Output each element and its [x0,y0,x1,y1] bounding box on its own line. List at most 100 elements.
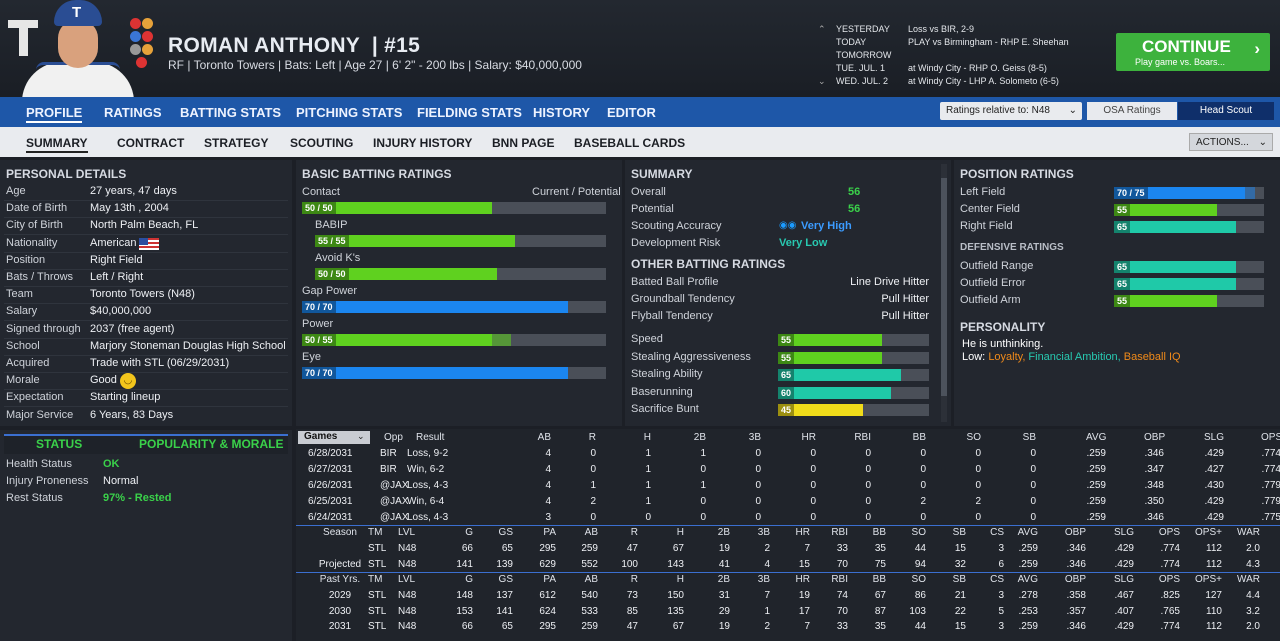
past-cell: .346 [1066,621,1086,633]
season-cell: 112 [1206,558,1222,570]
schedule-game: at Windy City - RHP O. Geiss (8-5) [908,63,1047,73]
rating-label: Contact [302,186,340,198]
subtab-strategy[interactable]: STRATEGY [204,136,269,150]
actions-dropdown[interactable]: ACTIONS... ⌄ [1189,133,1273,151]
past-cell: 5 [998,605,1004,617]
subtab-baseball-cards[interactable]: BASEBALL CARDS [574,136,686,150]
detail-value: Marjory Stoneman Douglas High School [90,339,286,352]
head-scout-button[interactable]: Head Scout [1178,102,1274,120]
rating-bar: 50 / 50 [315,268,606,280]
chevron-down-icon[interactable]: ⌄ [818,76,826,86]
primary-nav: PROFILE RATINGS BATTING STATS PITCHING S… [0,97,1280,127]
past-cell: 612 [539,589,556,601]
season-header: PA [543,527,556,538]
chevron-up-icon[interactable]: ⌃ [818,24,826,34]
past-cell: 19 [798,589,810,601]
personal-details-panel: PERSONAL DETAILS Age 27 years, 47 days Dat… [0,160,292,426]
detail-label: Expectation [6,391,64,404]
ratings-relative-select[interactable]: Ratings relative to: N48 ⌄ [940,102,1082,120]
defense-value: 65 [1114,278,1131,290]
past-cell: 31 [718,589,730,601]
past-cell: 29 [718,605,730,617]
season-header: LVL [398,527,416,538]
overall-value: 56 [848,186,861,198]
games-header: R [588,432,596,443]
games-cell: 0 [865,448,871,459]
table-divider [296,525,1280,526]
defense-value: 65 [1114,261,1131,273]
continue-button[interactable]: CONTINUE › Play game vs. Boars... [1116,33,1270,71]
games-cell: 1 [645,464,651,475]
tab-pitching-stats[interactable]: PITCHING STATS [296,105,403,120]
past-header: GS [498,574,513,585]
speed-bar: 55 [778,351,929,364]
games-cell: 0 [810,448,816,459]
season-header: AVG [1017,527,1038,538]
tab-popularity-morale[interactable]: POPULARITY & MORALE [139,437,284,451]
table-divider [296,572,1280,573]
past-cell: 110 [1206,605,1222,617]
past-header: TM [368,574,383,585]
games-cell: BIR [380,448,397,459]
games-cell: .347 [1144,464,1164,475]
subtab-bnn-page[interactable]: BNN PAGE [492,136,555,150]
season-cell: 41 [718,558,730,570]
rating-label: BABIP [315,219,348,231]
status-value: OK [103,458,120,470]
past-cell: STL [368,589,387,601]
subtab-contract[interactable]: CONTRACT [117,136,185,150]
past-cell: 47 [626,621,638,633]
past-cell: 21 [954,589,966,601]
past-cell: 2029 [328,589,352,601]
subtab-injury-history[interactable]: INJURY HISTORY [373,136,473,150]
tab-history[interactable]: HISTORY [533,105,591,120]
games-header: OPS [1261,432,1280,443]
season-header: OBP [1064,527,1086,538]
tab-profile[interactable]: PROFILE [26,105,83,123]
tab-fielding-stats[interactable]: FIELDING STATS [417,105,522,120]
chevron-down-icon: ⌄ [357,431,365,441]
subtab-scouting[interactable]: SCOUTING [290,136,354,150]
schedule-day: YESTERDAY [836,24,890,34]
games-selector[interactable]: Games [298,431,370,444]
season-cell: 94 [914,558,926,570]
speed-value: 55 [778,334,795,346]
scrollbar[interactable] [941,178,947,396]
detail-label: Salary [6,305,38,318]
section-title: OTHER BATTING RATINGS [631,257,786,271]
games-cell: 6/25/2031 [308,496,353,507]
games-cell: 3 [545,512,551,523]
detail-value: Left / Right [90,271,144,283]
tab-status[interactable]: STATUS [36,437,83,451]
season-header: RBI [831,527,848,538]
tab-editor[interactable]: EDITOR [607,105,656,120]
games-cell: .259 [1086,480,1106,491]
past-header: 2B [717,574,730,585]
position-bar: 65 [1114,221,1264,233]
games-header: SLG [1204,432,1225,443]
osa-ratings-button[interactable]: OSA Ratings [1087,102,1177,120]
current-fill [302,301,568,313]
games-cell: 6/28/2031 [308,448,353,459]
tab-ratings[interactable]: RATINGS [104,105,162,120]
games-cell: Win, 6-2 [407,464,445,475]
detail-value: May 13th , 2004 [90,202,169,215]
games-cell: .350 [1144,496,1164,507]
season-cell: 65 [501,542,513,554]
status-panel: STATUS POPULARITY & MORALE Health Status… [0,430,292,641]
current-fill [315,235,516,247]
games-cell: 0 [1030,512,1036,523]
games-cell: 1 [645,496,651,507]
past-header: OPS+ [1195,574,1222,585]
past-cell: N48 [398,605,417,617]
tab-batting-stats[interactable]: BATTING STATS [180,105,282,120]
season-cell: 259 [581,542,598,554]
other-value: Line Drive Hitter [850,276,929,288]
games-cell: 0 [975,512,981,523]
games-header: H [643,432,651,443]
games-cell: 1 [590,480,596,491]
subtab-summary[interactable]: SUMMARY [26,136,88,153]
position-label: Center Field [960,203,1020,215]
past-cell: .253 [1018,605,1038,617]
past-header: AB [584,574,598,585]
